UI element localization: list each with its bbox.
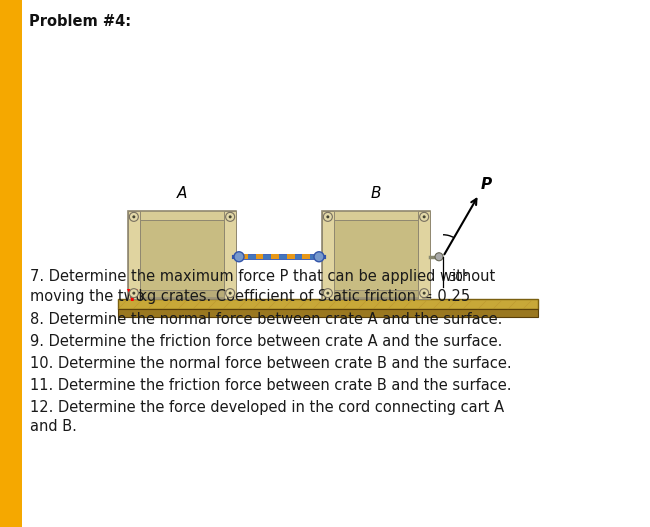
- Bar: [240, 254, 318, 259]
- Bar: [255, 254, 263, 259]
- Text: Y: Y: [126, 289, 136, 304]
- Circle shape: [226, 289, 235, 298]
- Bar: [128, 211, 140, 299]
- Circle shape: [420, 289, 428, 298]
- Text: 12. Determine the force developed in the cord connecting cart A: 12. Determine the force developed in the…: [30, 400, 504, 415]
- Circle shape: [133, 216, 135, 218]
- Bar: [333, 290, 419, 297]
- Text: 10. Determine the normal force between crate B and the surface.: 10. Determine the normal force between c…: [30, 356, 512, 371]
- Bar: [240, 254, 248, 259]
- Text: B: B: [370, 186, 382, 201]
- Bar: [0, 0, 22, 527]
- Circle shape: [326, 291, 330, 295]
- Bar: [322, 211, 430, 299]
- Bar: [287, 254, 294, 259]
- Text: 30°: 30°: [448, 271, 469, 284]
- Text: P: P: [481, 178, 492, 192]
- Circle shape: [229, 291, 231, 295]
- Circle shape: [229, 216, 231, 218]
- Text: 7. Determine the maximum force P that can be applied without: 7. Determine the maximum force P that ca…: [30, 269, 495, 284]
- Text: Problem #4:: Problem #4:: [29, 14, 131, 29]
- Circle shape: [422, 216, 426, 218]
- Circle shape: [422, 291, 426, 295]
- Bar: [118, 309, 538, 317]
- Bar: [224, 211, 236, 299]
- Bar: [302, 254, 310, 259]
- Circle shape: [314, 252, 324, 262]
- Text: and B.: and B.: [30, 419, 77, 434]
- Bar: [140, 290, 224, 297]
- Text: 11. Determine the friction force between crate B and the surface.: 11. Determine the friction force between…: [30, 378, 512, 393]
- Text: A: A: [177, 186, 187, 201]
- Text: -kg crates. Coefficient of Static friction = 0.25: -kg crates. Coefficient of Static fricti…: [133, 289, 470, 304]
- Text: 8. Determine the normal force between crate A and the surface.: 8. Determine the normal force between cr…: [30, 312, 502, 327]
- Text: moving the two: moving the two: [30, 289, 154, 304]
- Text: 9. Determine the friction force between crate A and the surface.: 9. Determine the friction force between …: [30, 334, 502, 349]
- Bar: [322, 211, 333, 299]
- Circle shape: [226, 212, 235, 221]
- Bar: [271, 254, 279, 259]
- Bar: [140, 220, 224, 290]
- Circle shape: [323, 289, 332, 298]
- Bar: [419, 211, 430, 299]
- Circle shape: [420, 212, 428, 221]
- Circle shape: [326, 216, 330, 218]
- Bar: [128, 211, 236, 299]
- Circle shape: [129, 289, 138, 298]
- Circle shape: [129, 212, 138, 221]
- Bar: [333, 220, 419, 290]
- Circle shape: [234, 252, 244, 262]
- Circle shape: [323, 212, 332, 221]
- Circle shape: [435, 253, 443, 261]
- Bar: [118, 299, 538, 309]
- Circle shape: [133, 291, 135, 295]
